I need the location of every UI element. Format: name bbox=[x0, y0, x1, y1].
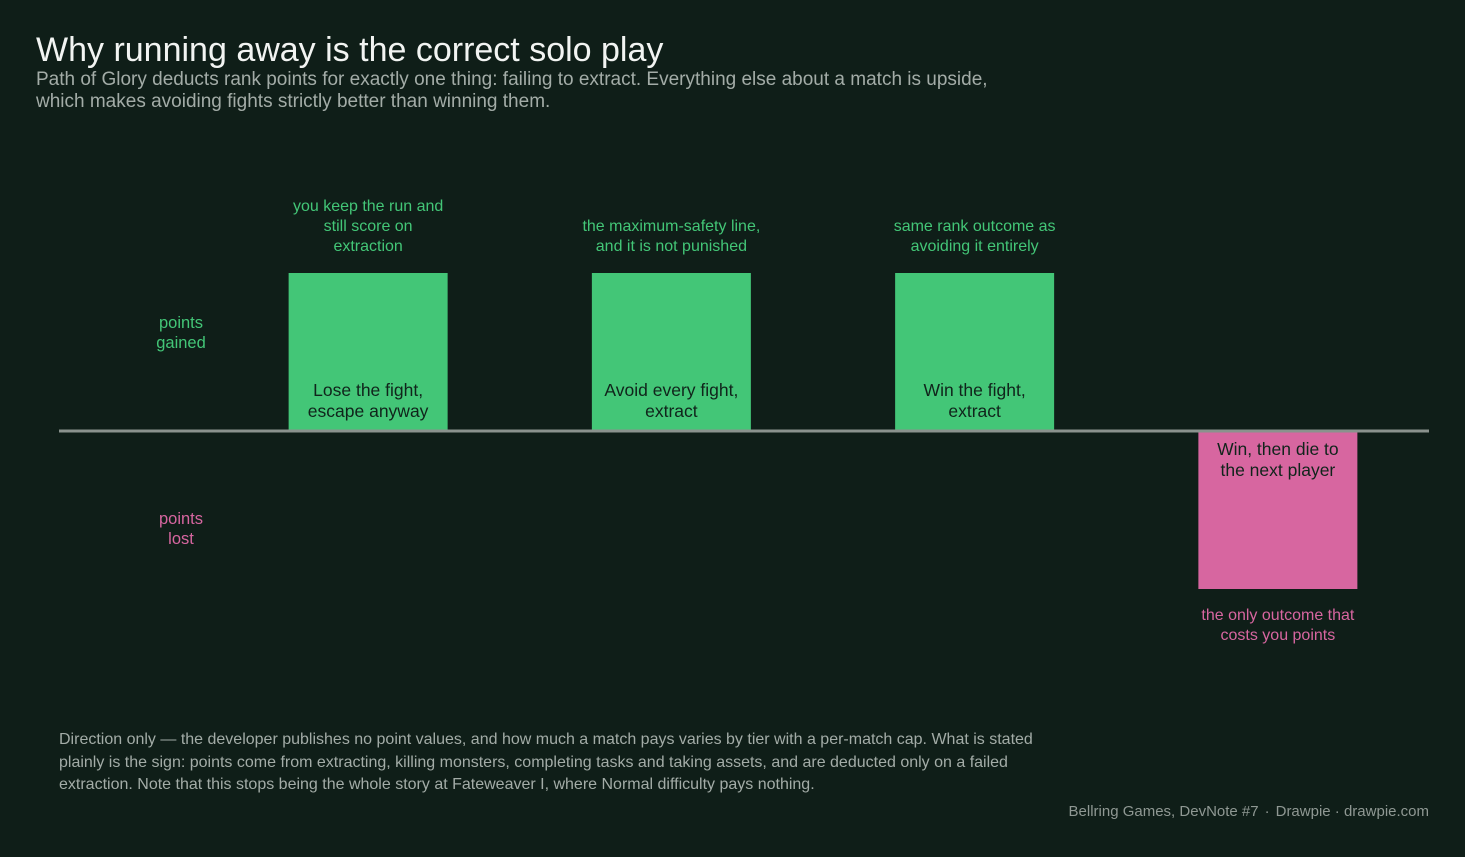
chart-title: Why running away is the correct solo pla… bbox=[36, 31, 664, 69]
chart-subtitle: Path of Glory deducts rank points for ex… bbox=[36, 69, 988, 112]
bar bbox=[591, 273, 751, 431]
bar-annotation: the only outcome that costs you points bbox=[1201, 607, 1355, 644]
source-separator: · bbox=[1264, 803, 1270, 820]
bar-annotation: the maximum-safety line, and it is not pu… bbox=[582, 218, 760, 255]
bar-label: Avoid every fight, extract bbox=[604, 380, 738, 421]
bar bbox=[1198, 431, 1358, 589]
source-origin: Bellring Games, DevNote #7 bbox=[1068, 803, 1259, 820]
bar-label: Lose the fight, escape anyway bbox=[308, 380, 429, 421]
bar bbox=[895, 273, 1055, 431]
footnote: Direction only — the developer publishes… bbox=[59, 731, 1033, 793]
bar-chart: points gained points lost Lose the fight, esc… bbox=[59, 198, 1429, 644]
y-label-negative: points lost bbox=[159, 510, 203, 548]
source-credit: Bellring Games, DevNote #7 · Drawpie · dra… bbox=[1069, 803, 1429, 820]
source-tool: Drawpie · drawpie.com bbox=[1275, 803, 1429, 820]
bar-annotation: you keep the run and still score on extrac… bbox=[293, 198, 443, 255]
bar-label: Win the fight, extract bbox=[924, 380, 1026, 421]
bar-annotation: same rank outcome as avoiding it entirely bbox=[894, 218, 1056, 255]
bar bbox=[288, 273, 448, 431]
y-label-positive: points gained bbox=[156, 314, 206, 352]
bar-label: Win, then die to the next player bbox=[1217, 439, 1339, 480]
